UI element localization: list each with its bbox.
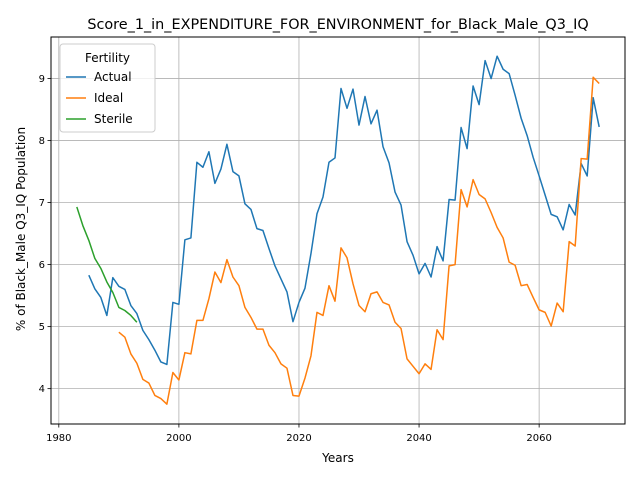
- y-axis-ticks: 4 5 6 7 8 9: [39, 74, 51, 395]
- series-lines: [76, 55, 600, 405]
- chart-title: Score_1_in_EXPENDITURE_FOR_ENVIRONMENT_f…: [87, 17, 588, 33]
- series-line-sterile: [76, 206, 138, 323]
- series-line-actual: [88, 55, 600, 366]
- series-line-ideal: [118, 76, 600, 405]
- y-tick-label: 8: [39, 136, 45, 147]
- x-tick-label: 2060: [526, 433, 551, 444]
- y-axis-label: % of Black_Male Q3_IQ Population: [14, 127, 28, 331]
- legend: Fertility Actual Ideal Sterile: [59, 43, 156, 133]
- x-tick-label: 2000: [166, 433, 191, 444]
- y-tick-label: 9: [39, 74, 45, 85]
- legend-title: Fertility: [85, 51, 130, 65]
- legend-label-sterile: Sterile: [94, 112, 133, 126]
- plot-frame: [50, 36, 626, 425]
- legend-label-actual: Actual: [94, 70, 132, 84]
- legend-items: Actual Ideal Sterile: [66, 70, 133, 126]
- grid-lines: [51, 37, 625, 424]
- legend-box: [59, 43, 156, 133]
- y-tick-label: 4: [39, 384, 45, 395]
- y-tick-label: 6: [39, 260, 45, 271]
- y-tick-label: 7: [39, 198, 45, 209]
- x-tick-label: 1980: [46, 433, 71, 444]
- x-tick-label: 2020: [286, 433, 311, 444]
- x-tick-label: 2040: [406, 433, 431, 444]
- x-axis-ticks: 1980 2000 2020 2040 2060: [46, 424, 552, 444]
- x-axis-label: Years: [321, 451, 354, 465]
- y-tick-label: 5: [39, 322, 45, 333]
- legend-label-ideal: Ideal: [94, 91, 123, 105]
